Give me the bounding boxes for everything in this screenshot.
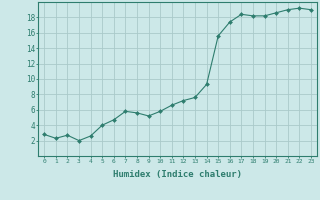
X-axis label: Humidex (Indice chaleur): Humidex (Indice chaleur) bbox=[113, 170, 242, 179]
